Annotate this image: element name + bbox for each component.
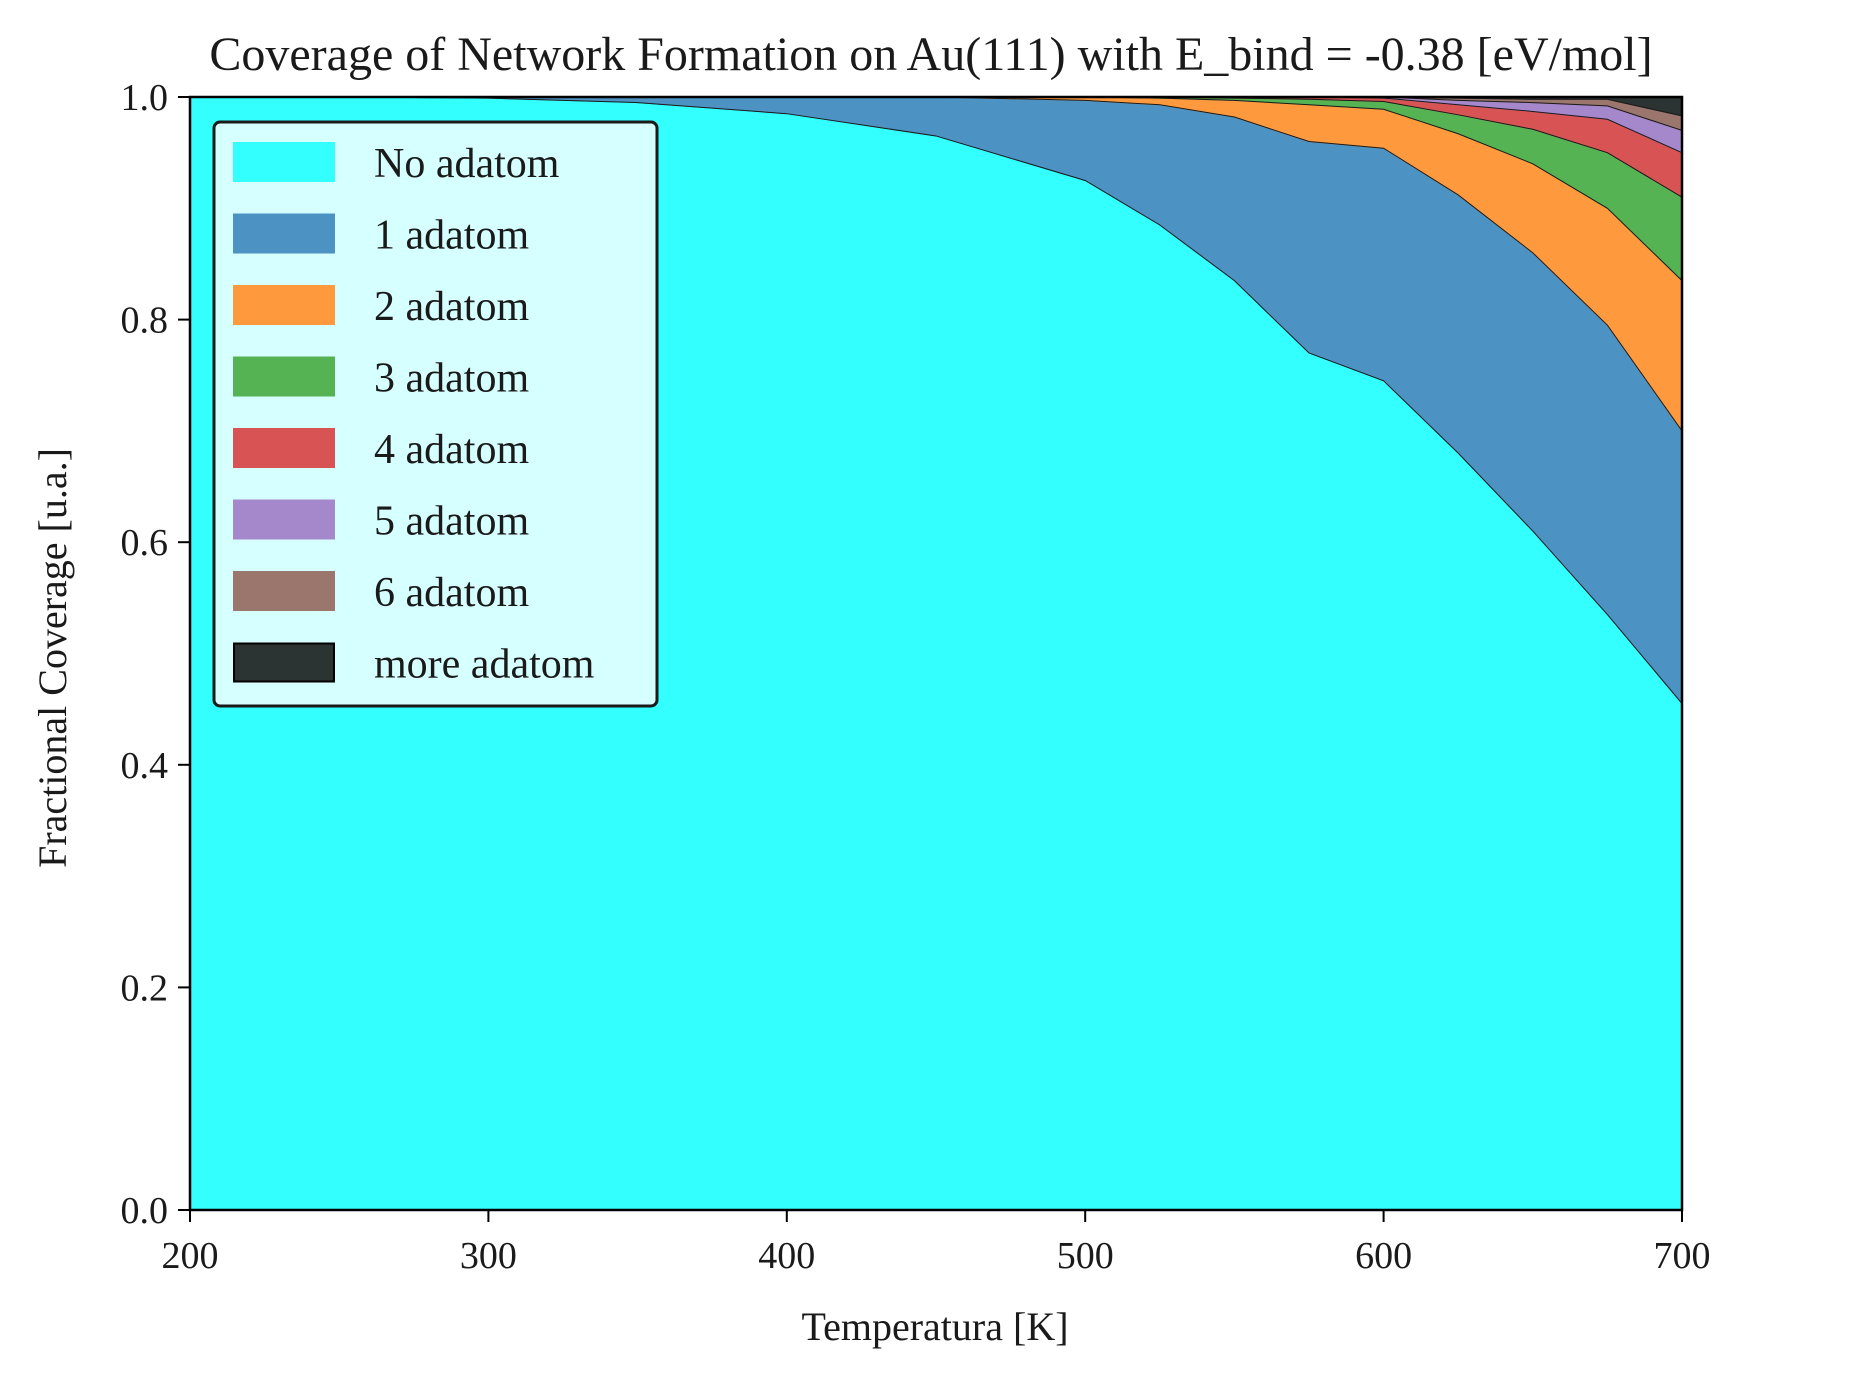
legend-entry-label: 4 adatom	[374, 427, 529, 473]
y-tick-label: 0.0	[121, 1190, 169, 1232]
legend-swatch	[233, 499, 335, 540]
y-tick-label: 0.4	[121, 745, 169, 787]
legend-swatch	[233, 571, 335, 611]
y-axis-ticks: 0.0 0.2 0.4 0.6 0.8 1.0	[121, 77, 190, 1232]
legend-entry-label: 6 adatom	[374, 570, 529, 616]
y-tick-label: 0.6	[121, 522, 169, 564]
legend-swatch	[233, 285, 335, 325]
legend-swatch	[233, 142, 335, 182]
x-tick-label: 300	[460, 1235, 517, 1277]
y-tick-label: 0.2	[121, 967, 169, 1009]
y-tick-label: 1.0	[121, 77, 169, 119]
x-tick-label: 700	[1654, 1235, 1711, 1277]
x-tick-label: 400	[758, 1235, 815, 1277]
legend-entry-label: 5 adatom	[374, 499, 529, 545]
legend: No adatom 1 adatom 2 adatom 3 adatom 4 adato…	[212, 120, 659, 708]
x-tick-label: 500	[1057, 1235, 1114, 1277]
legend-entry-label: more adatom	[374, 642, 595, 688]
legend-swatch	[233, 213, 335, 254]
legend-box	[212, 120, 659, 708]
legend-swatch	[233, 642, 335, 683]
legend-entry-label: 1 adatom	[374, 213, 529, 259]
legend-entry-label: No adatom	[374, 141, 560, 187]
x-tick-label: 200	[162, 1235, 219, 1277]
legend-entry-label: 2 adatom	[374, 284, 529, 330]
x-axis-label: Temperatura [K]	[801, 1304, 1068, 1349]
legend-entry-label: 3 adatom	[374, 356, 529, 402]
x-axis-ticks: 200 300 400 500 600 700	[162, 1210, 1711, 1277]
plot-frame	[188, 95, 1684, 1212]
chart-title: Coverage of Network Formation on Au(111)…	[209, 28, 1652, 81]
boundary-no-adatom	[190, 96, 1683, 704]
y-tick-label: 0.8	[121, 300, 169, 342]
x-tick-label: 600	[1355, 1235, 1412, 1277]
legend-swatch	[233, 356, 335, 397]
y-axis-label: Fractional Coverage [u.a.]	[30, 448, 75, 868]
legend-swatch	[233, 428, 335, 468]
